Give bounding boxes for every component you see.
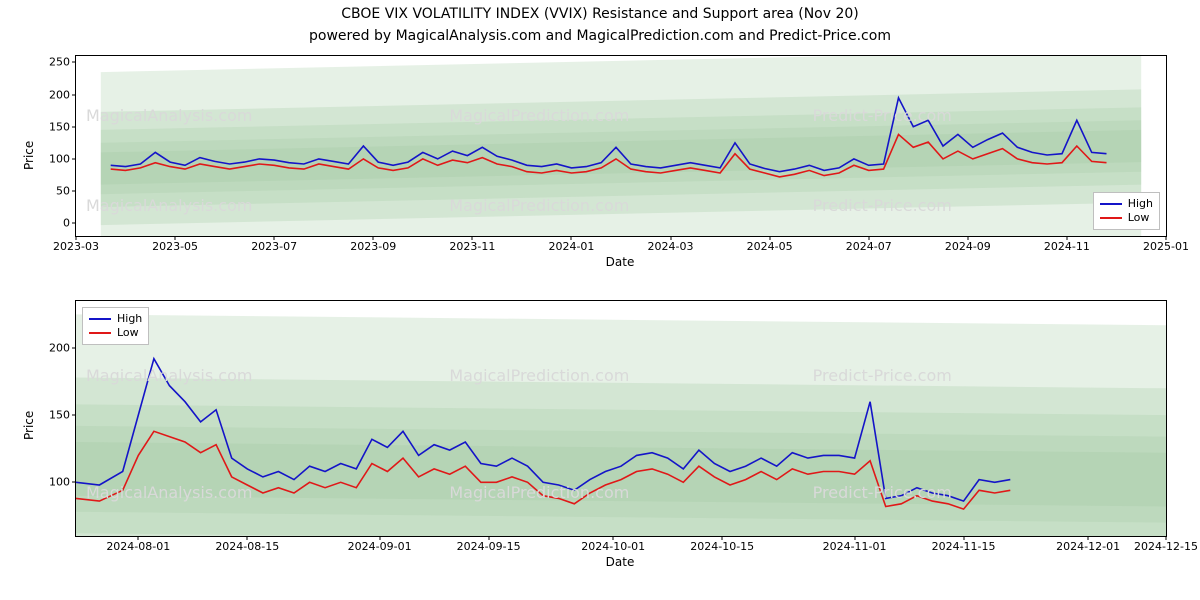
- legend-label: High: [1128, 197, 1153, 211]
- legend-item: Low: [89, 326, 142, 340]
- legend-swatch: [89, 332, 111, 334]
- legend-label: High: [117, 312, 142, 326]
- legend-bottom: HighLow: [82, 307, 149, 345]
- figure: CBOE VIX VOLATILITY INDEX (VVIX) Resista…: [0, 0, 1200, 600]
- x-axis-label-bottom: Date: [75, 555, 1165, 569]
- legend-swatch: [89, 318, 111, 320]
- legend-swatch: [1100, 203, 1122, 205]
- x-axis-label-top: Date: [75, 255, 1165, 269]
- y-axis-label-top: Price: [22, 141, 36, 170]
- legend-label: Low: [117, 326, 139, 340]
- legend-label: Low: [1128, 211, 1150, 225]
- y-axis-label-bottom: Price: [22, 411, 36, 440]
- legend-item: High: [89, 312, 142, 326]
- chart-subtitle: powered by MagicalAnalysis.com and Magic…: [0, 28, 1200, 44]
- legend-item: Low: [1100, 211, 1153, 225]
- legend-item: High: [1100, 197, 1153, 211]
- legend-swatch: [1100, 217, 1122, 219]
- chart-panel-top: 050100150200250 2023-032023-052023-07202…: [75, 55, 1167, 237]
- support-resistance-band: [76, 442, 1166, 507]
- chart-title: CBOE VIX VOLATILITY INDEX (VVIX) Resista…: [0, 6, 1200, 22]
- chart-panel-bottom: 100150200 2024-08-012024-08-152024-09-01…: [75, 300, 1167, 537]
- legend-top: HighLow: [1093, 192, 1160, 230]
